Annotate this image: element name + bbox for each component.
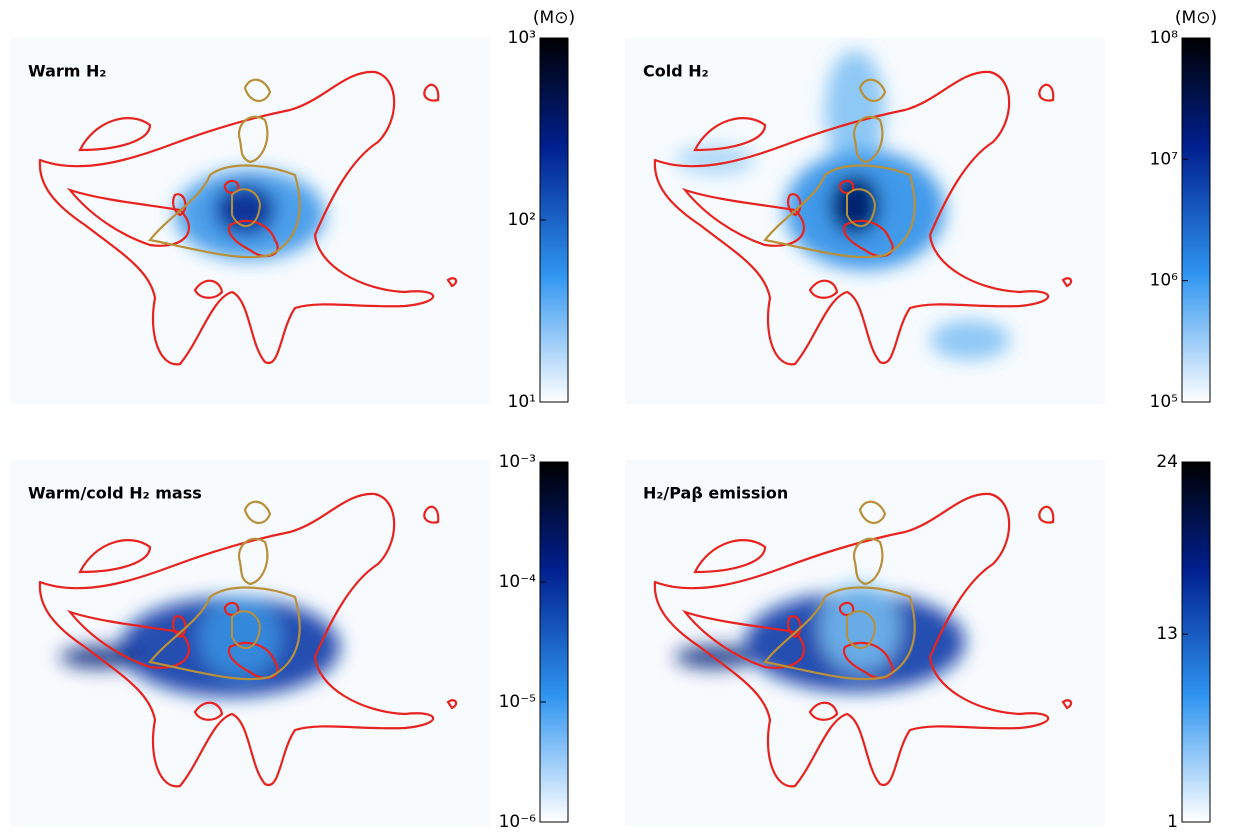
colorbar: [539, 461, 569, 823]
panel-title: H₂/Paβ emission: [643, 484, 788, 503]
colorbar-tick-label: 10⁷: [1150, 149, 1179, 169]
panel: Cold H₂ (M⊙)10⁸ 10⁷ 10⁶ 10⁵: [625, 8, 1217, 412]
colorbar-unit: (M⊙): [533, 8, 575, 28]
panel: Warm H₂ (M⊙)10³ 10² 10¹: [10, 8, 575, 412]
emission-blob: [830, 175, 880, 235]
colorbar: [1181, 37, 1211, 403]
colorbar-tick-label: 10⁻⁶: [499, 812, 537, 832]
colorbar-tick-label: 10⁻⁵: [499, 692, 536, 712]
colorbar-tick-label: 10⁶: [1150, 271, 1179, 291]
emission-blob: [215, 185, 275, 235]
panel-title: Cold H₂: [643, 62, 709, 81]
colorbar-tick-label: 13: [1156, 624, 1178, 644]
panel-title: Warm/cold H₂ mass: [28, 484, 202, 503]
colorbar-tick-label: 10⁻⁴: [499, 572, 537, 592]
panel: H₂/Paβ emission 24 13 1: [625, 452, 1211, 832]
colorbar-tick-label: 10⁵: [1150, 392, 1178, 412]
emission-blob: [930, 320, 1010, 360]
emission-map: [175, 170, 325, 260]
colorbar-tick-label: 10⁸: [1150, 28, 1179, 48]
colorbar-tick-label: 1: [1167, 812, 1178, 832]
colorbar-tick-label: 10²: [508, 210, 536, 230]
emission-blob: [675, 145, 755, 175]
emission-blob: [200, 597, 280, 677]
panel: Warm/cold H₂ mass 10⁻³ 10⁻⁴ 10⁻⁵ 10⁻⁶: [10, 452, 569, 832]
colorbar-tick-label: 24: [1156, 452, 1178, 472]
emission-blob: [825, 50, 885, 170]
colorbar: [1181, 461, 1211, 823]
colorbar-tick-label: 10⁻³: [499, 452, 536, 472]
colorbar-unit: (M⊙): [1175, 8, 1217, 28]
colorbar-tick-label: 10¹: [508, 392, 536, 412]
panel-title: Warm H₂: [28, 62, 106, 81]
colorbar-tick-label: 10³: [508, 28, 536, 48]
